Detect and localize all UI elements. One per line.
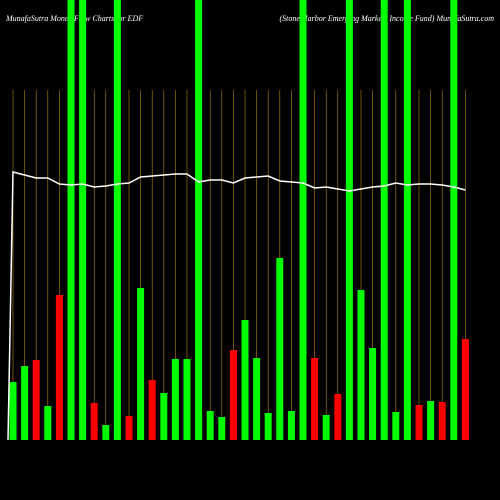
bar <box>450 0 458 440</box>
bar <box>55 295 63 440</box>
bar <box>79 0 87 440</box>
bar <box>311 358 319 440</box>
bar <box>183 359 191 440</box>
price-line <box>7 171 466 441</box>
bar <box>357 290 365 440</box>
bar <box>322 415 330 440</box>
bar <box>195 0 203 440</box>
bar <box>287 411 295 440</box>
bar <box>392 412 400 440</box>
bar <box>369 348 377 440</box>
bar <box>113 0 121 440</box>
bar <box>299 0 307 440</box>
bar <box>67 0 75 440</box>
bar <box>171 359 179 440</box>
bar <box>229 350 237 440</box>
bar <box>44 406 52 440</box>
bar <box>253 358 261 440</box>
bar <box>125 416 133 440</box>
bar <box>334 394 342 440</box>
bar <box>415 405 423 440</box>
bar <box>241 320 249 440</box>
bar <box>206 411 214 440</box>
bar <box>276 258 284 440</box>
bar <box>438 402 446 440</box>
bar <box>90 403 98 440</box>
bar <box>9 382 17 440</box>
bar <box>427 401 435 440</box>
bar <box>461 339 469 440</box>
bar <box>160 393 168 440</box>
bar <box>380 0 388 440</box>
bar <box>403 0 411 440</box>
bar <box>345 0 353 440</box>
bar <box>218 417 226 440</box>
bar <box>102 425 110 440</box>
bar <box>32 360 40 440</box>
bar <box>264 413 272 440</box>
bar <box>148 380 156 440</box>
bar <box>21 366 29 440</box>
bar <box>137 288 145 440</box>
